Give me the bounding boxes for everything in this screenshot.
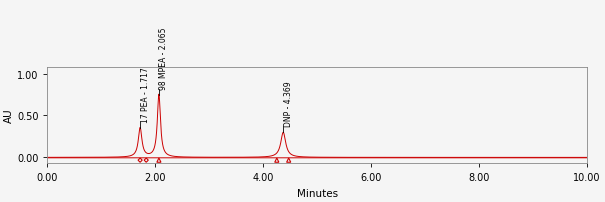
Text: 98 MPEA - 2.065: 98 MPEA - 2.065 <box>160 27 168 89</box>
Text: DNP - 4.369: DNP - 4.369 <box>284 81 293 127</box>
Text: 17 PEA - 1.717: 17 PEA - 1.717 <box>141 67 149 123</box>
Y-axis label: AU: AU <box>4 108 14 123</box>
X-axis label: Minutes: Minutes <box>296 188 338 198</box>
